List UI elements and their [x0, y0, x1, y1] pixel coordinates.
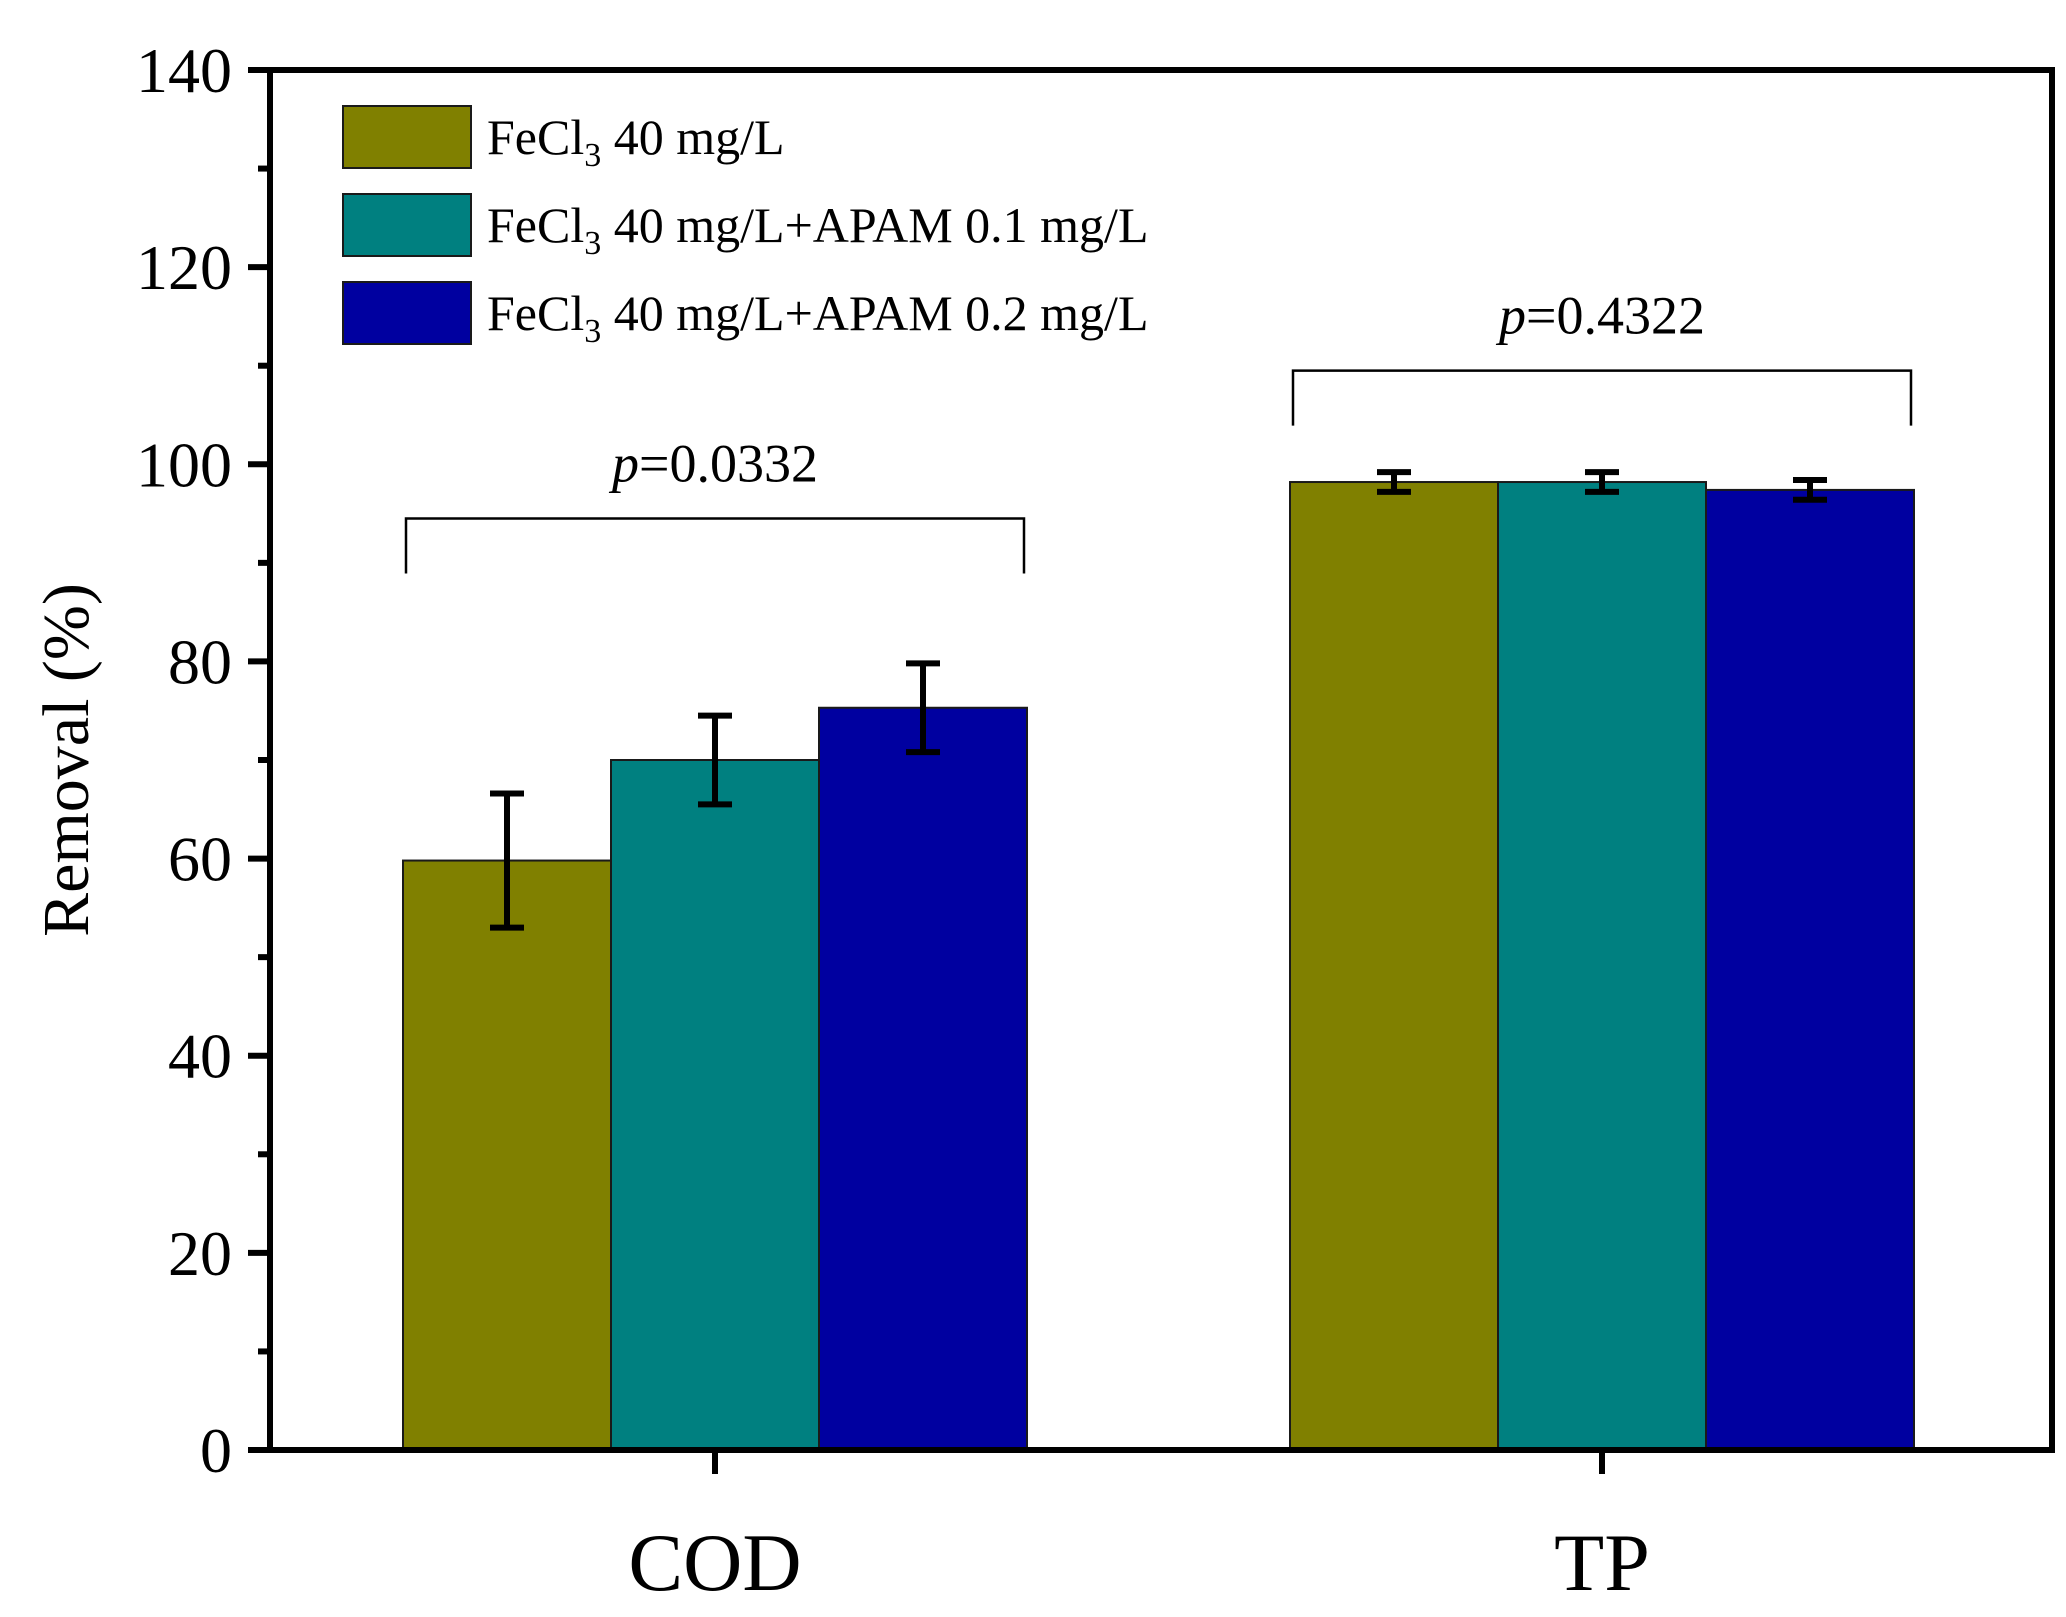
- p-value: =0.0332: [639, 434, 818, 494]
- p-symbol: p: [1495, 286, 1526, 346]
- legend-label-subscript: 3: [584, 313, 601, 350]
- bar-cod-series-1: [402, 859, 612, 1451]
- y-tick-label-40: 40: [168, 1021, 232, 1092]
- error-bar-tp-series-2: [1585, 469, 1619, 495]
- y-axis-ticks: 0 20 40 60 80 100 120 140: [136, 35, 273, 1486]
- x-tick-label-tp: TP: [1554, 1517, 1650, 1608]
- y-tick-label-60: 60: [168, 824, 232, 895]
- y-tick-label-20: 20: [168, 1218, 232, 1289]
- y-tick-label-120: 120: [136, 232, 232, 303]
- p-symbol: p: [608, 434, 639, 494]
- error-bar-tp-series-1: [1377, 469, 1411, 495]
- legend-swatch-2: [342, 193, 472, 257]
- x-tick-label-cod: COD: [628, 1517, 801, 1608]
- error-bar-cod-series-2: [698, 712, 732, 808]
- legend-swatch-3: [342, 281, 472, 345]
- p-value-label-tp: p=0.4322: [1495, 286, 1705, 346]
- p-value: =0.4322: [1526, 286, 1705, 346]
- bars-layer: [402, 481, 1915, 1451]
- significance-bracket-cod: [404, 517, 1026, 574]
- x-axis-ticks: COD TP: [628, 1447, 1650, 1608]
- y-axis-label: Removal (%): [30, 583, 103, 937]
- legend-label-rest: 40 mg/L: [601, 109, 784, 165]
- legend-label-rest: 40 mg/L+APAM 0.2 mg/L: [601, 285, 1148, 341]
- y-tick-label-0: 0: [200, 1415, 232, 1486]
- legend-label-subscript: 3: [584, 225, 601, 262]
- bar-tp-series-3: [1705, 488, 1915, 1451]
- legend-label-subscript: 3: [584, 137, 601, 174]
- error-bar-cod-series-1: [490, 790, 524, 931]
- y-tick-label-140: 140: [136, 35, 232, 106]
- bar-tp-series-1: [1289, 481, 1499, 1451]
- error-bars-layer: [490, 469, 1827, 931]
- legend-label-2: FeCl3 40 mg/L+APAM 0.1 mg/L: [487, 197, 1149, 262]
- legend-label-3: FeCl3 40 mg/L+APAM 0.2 mg/L: [487, 285, 1149, 350]
- error-bar-tp-series-3: [1793, 477, 1827, 503]
- legend-label-rest: 40 mg/L+APAM 0.1 mg/L: [601, 197, 1148, 253]
- y-tick-label-80: 80: [168, 626, 232, 697]
- legend-label-1: FeCl3 40 mg/L: [487, 109, 785, 174]
- significance-bracket-tp: [1291, 369, 1913, 426]
- y-tick-label-100: 100: [136, 429, 232, 500]
- p-value-label-cod: p=0.0332: [608, 434, 818, 494]
- legend-label-main: FeCl: [487, 109, 584, 165]
- bar-cod-series-3: [818, 706, 1028, 1451]
- bar-cod-series-2: [610, 759, 820, 1451]
- legend-label-main: FeCl: [487, 285, 584, 341]
- legend-label-main: FeCl: [487, 197, 584, 253]
- bar-tp-series-2: [1497, 481, 1707, 1451]
- error-bar-cod-series-3: [906, 660, 940, 756]
- legend-item-2: FeCl3 40 mg/L+APAM 0.1 mg/L: [342, 193, 1149, 262]
- legend-swatch-1: [342, 105, 472, 169]
- legend-item-3: FeCl3 40 mg/L+APAM 0.2 mg/L: [342, 281, 1149, 350]
- legend-item-1: FeCl3 40 mg/L: [342, 105, 785, 174]
